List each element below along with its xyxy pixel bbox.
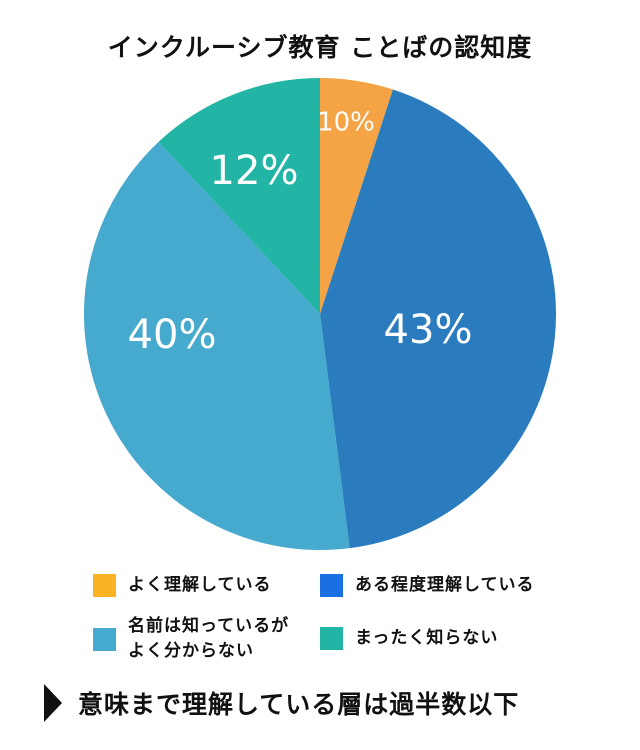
slice-data-label: 12% — [210, 148, 299, 194]
pie-slice — [320, 89, 556, 549]
legend-item-somewhat-understand: ある程度理解している — [320, 573, 535, 598]
legend-swatch — [320, 574, 343, 597]
legend-label-line-2: よく分からない — [128, 641, 254, 661]
slice-data-label: 40% — [128, 312, 217, 358]
slice-data-label: 10% — [317, 108, 375, 138]
legend-item-well-understand: よく理解している — [93, 573, 272, 598]
summary-text: 意味まで理解している層は過半数以下 — [78, 690, 520, 719]
legend-label: よく理解している — [128, 575, 272, 595]
legend-label-line-1: 名前は知っているが — [128, 616, 290, 636]
chart-title: インクルーシブ教育 ことばの認知度 — [107, 33, 533, 62]
pie-slice — [320, 78, 393, 314]
pie-slice — [83, 141, 350, 550]
legend-swatch — [320, 627, 343, 650]
legend-label: 名前は知っているが よく分からない — [128, 614, 289, 664]
legend-label: まったく知らない — [355, 628, 499, 648]
legend-swatch — [93, 574, 116, 597]
legend-item-not-know: まったく知らない — [320, 626, 498, 651]
summary-note: 意味まで理解している層は過半数以下 — [44, 684, 519, 722]
triangle-right-icon — [44, 684, 62, 722]
legend-swatch — [93, 627, 116, 651]
legend-label: ある程度理解している — [355, 575, 535, 595]
legend-item-know-name-only: 名前は知っているが よく分からない — [93, 614, 289, 664]
pie-slice — [158, 78, 320, 314]
slice-data-label: 43% — [384, 307, 473, 353]
